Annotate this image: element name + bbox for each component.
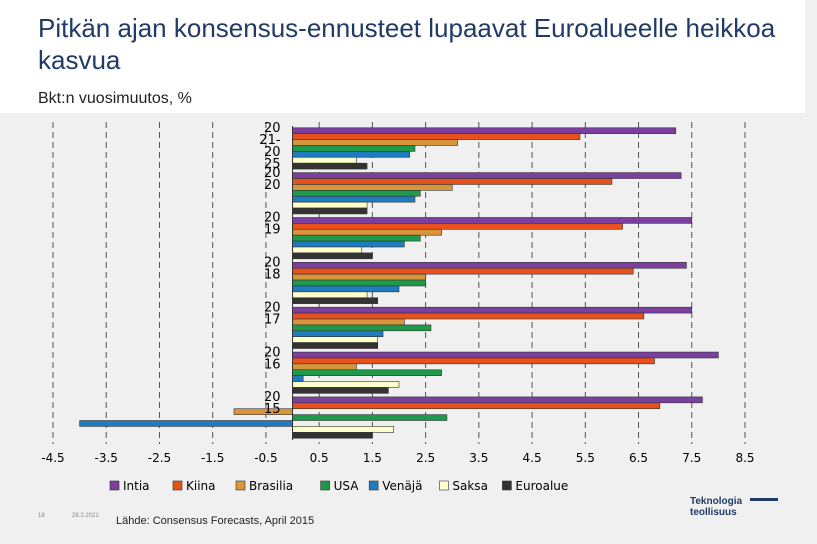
- bar-kiina-2021-2025: [292, 133, 581, 140]
- bar-saksa-2021-2025: [292, 156, 357, 164]
- legend-label-usa: USA: [334, 479, 360, 493]
- legend-swatch-brasilia: [235, 480, 246, 491]
- x-tick-label-3: -1.5: [201, 451, 224, 465]
- bar-euroalue-2017: [292, 342, 379, 349]
- legend-swatch-kiina: [172, 480, 183, 491]
- bar-kiina-2017: [292, 312, 645, 320]
- slide-date: 28.2.2021: [72, 513, 99, 519]
- legend-label-kiina: Kiina: [186, 479, 216, 493]
- slide-number: 18: [38, 513, 45, 519]
- bar-kiina-2018: [292, 267, 634, 275]
- bar-usa-2015: [292, 414, 448, 421]
- legend-swatch-saksa: [439, 480, 449, 491]
- legend-swatch-euroalue: [502, 480, 512, 491]
- bar-euroalue-2021-2025: [292, 162, 368, 170]
- x-tick-label-11: 6.5: [629, 451, 648, 465]
- bar-intia-2017: [292, 306, 693, 314]
- bar-euroalue-2016: [292, 387, 389, 394]
- bar-venäjä-2021-2025: [292, 151, 410, 158]
- bar-brasilia-2016: [292, 363, 357, 371]
- company-logo: Teknologia teollisuus: [690, 496, 780, 518]
- x-tick-label-10: 5.5: [576, 451, 595, 465]
- legend-label-saksa: Saksa: [452, 479, 488, 493]
- category-label-2021-2025: 20 21-20 25: [259, 121, 281, 172]
- bar-kiina-2016: [292, 357, 655, 365]
- x-tick-label-5: 0.5: [310, 451, 329, 465]
- bar-usa-2021-2025: [292, 145, 416, 152]
- bar-saksa-2015: [292, 426, 394, 433]
- legend-label-brasilia: Brasilia: [249, 479, 293, 493]
- x-tick-label-0: -4.5: [41, 451, 64, 465]
- legend-swatch-venäjä: [368, 480, 379, 491]
- chart-subtitle: Bkt:n vuosimuutos, %: [38, 90, 192, 107]
- x-tick-label-4: -0.5: [254, 451, 277, 465]
- source-note: Lähde: Consensus Forecasts, April 2015: [116, 515, 315, 527]
- x-tick-label-1: -3.5: [95, 451, 118, 465]
- x-tick-label-12: 7.5: [682, 451, 701, 465]
- bar-saksa-2016: [292, 381, 400, 388]
- bar-euroalue-2015: [292, 432, 373, 439]
- bar-intia-2019: [292, 217, 693, 224]
- x-tick-label-9: 4.5: [523, 451, 542, 465]
- category-label-2020: 20 20: [264, 166, 281, 193]
- bar-intia-2018: [292, 262, 687, 269]
- bar-usa-2017: [292, 324, 432, 332]
- bar-intia-2015: [292, 396, 703, 404]
- bar-kiina-2019: [292, 223, 623, 230]
- bar-kiina-2015: [292, 402, 661, 410]
- bar-kiina-2020: [292, 178, 613, 185]
- bar-venäjä-2019: [292, 240, 405, 248]
- bar-venäjä-2015: [79, 420, 293, 427]
- bar-venäjä-2017: [292, 330, 384, 338]
- bar-venäjä-2020: [292, 195, 416, 203]
- legend-label-euroalue: Euroalue: [515, 479, 568, 493]
- chart-area: 20 21-20 25 20 20 20 19 20 18 20 17 20 16 20 15 -4.5 -3.…: [0, 118, 817, 544]
- bar-intia-2021-2025: [292, 127, 677, 134]
- bar-usa-2020: [292, 190, 421, 197]
- bar-saksa-2017: [292, 336, 379, 343]
- bar-intia-2020: [292, 172, 682, 179]
- category-label-2018: 20 18: [264, 256, 281, 283]
- legend-label-venäjä: Venäjä: [382, 479, 422, 493]
- logo-text-line1: Teknologia: [690, 496, 743, 507]
- x-tick-label-7: 2.5: [416, 451, 435, 465]
- x-tick-label-8: 3.5: [469, 451, 488, 465]
- bar-euroalue-2020: [292, 207, 368, 215]
- x-tick-label-6: 1.5: [363, 451, 382, 465]
- bar-usa-2016: [292, 369, 442, 376]
- bar-intia-2016: [292, 351, 719, 359]
- x-tick-label-13: 8.5: [735, 451, 754, 465]
- bar-saksa-2018: [292, 291, 368, 299]
- bar-brasilia-2021-2025: [292, 139, 458, 146]
- logo-accent-bar: [750, 498, 778, 501]
- bar-brasilia-2020: [292, 184, 453, 191]
- bar-usa-2018: [292, 279, 426, 287]
- category-label-2017: 20 17: [264, 300, 281, 327]
- bar-saksa-2020: [292, 201, 368, 209]
- category-label-2016: 20 16: [264, 345, 281, 372]
- bar-venäjä-2016: [292, 375, 304, 382]
- category-label-2019: 20 19: [264, 211, 281, 238]
- bar-brasilia-2019: [292, 228, 442, 236]
- bar-euroalue-2018: [292, 297, 379, 304]
- bar-brasilia-2018: [292, 273, 426, 281]
- bar-venäjä-2018: [292, 285, 400, 293]
- bar-euroalue-2019: [292, 252, 373, 260]
- legend-swatch-intia: [109, 480, 120, 491]
- legend-swatch-usa: [320, 480, 330, 491]
- page-title: Pitkän ajan konsensus-ennusteet lupaavat…: [38, 13, 776, 75]
- legend-label-intia: Intia: [123, 479, 150, 493]
- bar-usa-2019: [292, 234, 421, 242]
- x-tick-label-2: -2.5: [148, 451, 171, 465]
- bar-brasilia-2017: [292, 318, 405, 326]
- bar-saksa-2019: [292, 246, 363, 254]
- logo-text-line2: teollisuus: [690, 507, 737, 518]
- header: Pitkän ajan konsensus-ennusteet lupaavat…: [0, 0, 805, 113]
- category-label-2015: 20 15: [264, 390, 281, 417]
